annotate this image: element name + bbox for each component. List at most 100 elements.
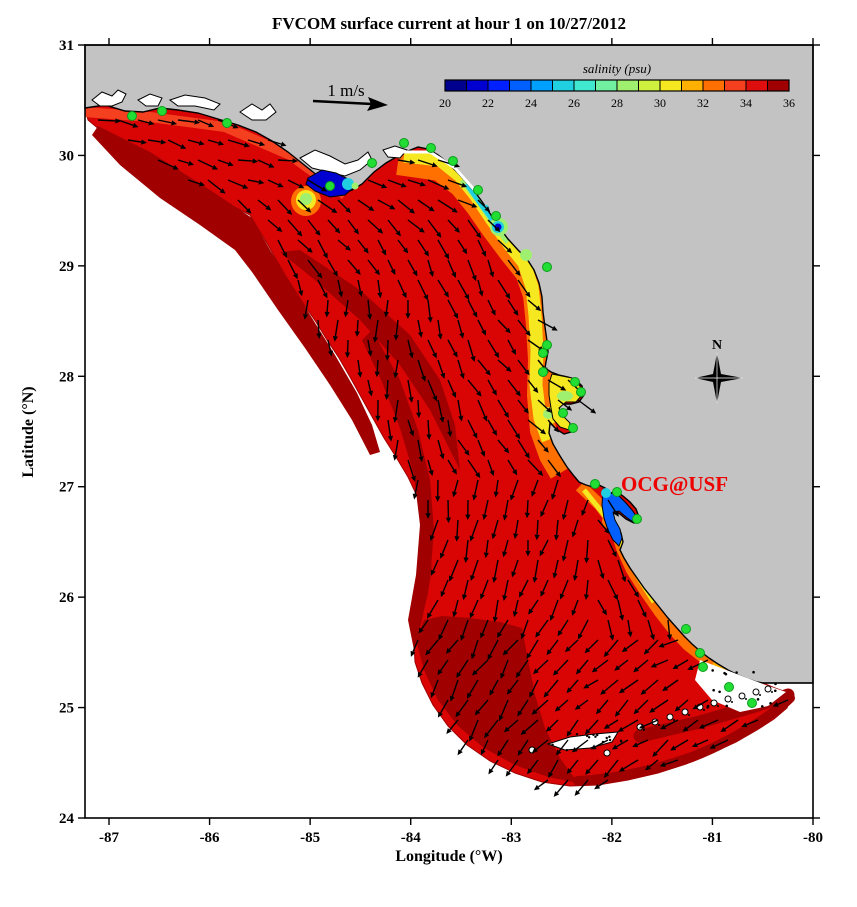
x-tick-label: -83 [501,830,521,846]
keys-islet [596,733,599,737]
current-arrow [447,339,458,358]
station-dot [491,211,501,221]
bigbend-marsh-sliver [400,150,480,195]
current-arrow [517,739,529,756]
current-arrow [497,239,513,254]
current-arrow [692,699,709,710]
current-arrow [447,299,459,319]
current-arrow [332,319,339,342]
current-arrow [597,519,610,534]
keys-islet [745,698,747,700]
current-arrow [532,559,539,583]
current-arrow [117,119,139,128]
current-arrow [437,399,445,423]
florida-bay-islet [725,704,729,708]
florida-bay-islet [735,671,738,674]
current-arrow [307,259,323,279]
current-arrow [527,379,539,394]
station-dot [542,340,552,350]
current-arrow [367,179,388,189]
current-arrow [507,259,521,277]
current-arrow [511,559,519,578]
current-arrow [532,739,549,753]
current-arrow [488,759,499,775]
current-arrow [427,459,434,477]
coastal-lagoon [137,93,163,107]
current-arrow [257,199,272,211]
current-arrow [384,339,391,361]
current-arrow [387,419,393,442]
current-arrow [392,439,399,461]
current-arrow [540,499,549,518]
current-arrow [497,439,510,454]
colorbar: 20 22 24 26 28 30 32 34 36 [439,79,795,110]
high-salinity-patch [280,250,460,470]
current-arrow [387,219,401,237]
current-arrow [447,179,468,188]
x-tick-label: -81 [702,830,722,846]
current-arrow [492,559,499,583]
current-arrow [466,679,479,699]
current-arrow [405,299,411,319]
current-arrow [247,139,266,147]
current-arrow [397,199,416,214]
current-arrow [507,339,516,356]
florida-bay-islet [711,669,714,672]
current-arrow [666,619,673,641]
current-arrow [539,539,549,557]
y-axis-label: Latitude (°N) [20,386,37,477]
current-arrow [287,179,305,189]
station-dot [367,158,377,168]
keys-islet [594,735,597,738]
current-arrow [207,139,225,146]
keys-islet [759,694,761,696]
current-arrow [566,759,579,775]
current-arrow [467,419,478,439]
current-arrow [457,739,469,756]
current-arrow [427,259,434,278]
current-arrow [417,199,435,212]
current-arrow [147,139,167,145]
current-arrow [553,519,560,541]
current-arrow [337,239,351,251]
current-arrow [517,699,529,717]
current-arrow [607,499,619,517]
current-arrow [374,359,380,378]
current-arrow [603,639,619,658]
current-arrow [552,559,559,579]
current-arrow [467,299,478,318]
keys-islet [771,691,773,693]
florida-bay-islet [769,701,772,705]
current-arrow [447,379,457,398]
keys-islet [688,714,690,716]
coastal-lagoon [239,103,277,121]
current-arrow [527,299,542,312]
current-arrow [650,659,669,668]
compass-north-label: N [712,338,722,353]
current-arrow [531,479,539,497]
station-dot [612,487,622,497]
current-arrow [517,399,529,414]
apalachicola-bay-cyan [342,178,354,190]
keys-islet [551,743,554,747]
current-arrow [277,158,299,164]
current-arrow [617,599,625,621]
current-arrow [557,619,569,637]
current-arrow [372,319,379,343]
current-arrow [427,219,442,238]
station-dot [222,118,232,128]
current-arrow [449,679,459,702]
current-arrow [652,739,669,758]
current-arrow [480,579,489,600]
waccasassa-green [520,249,532,261]
current-arrow [682,719,699,732]
colorbar-cell [530,79,553,92]
current-arrow [367,339,373,357]
keys-islet [585,734,589,738]
current-arrow [307,219,321,236]
estuary-layer [91,89,786,757]
current-arrow [137,119,155,126]
current-arrow [316,319,322,339]
current-arrow [427,379,438,402]
current-arrow [492,599,499,623]
